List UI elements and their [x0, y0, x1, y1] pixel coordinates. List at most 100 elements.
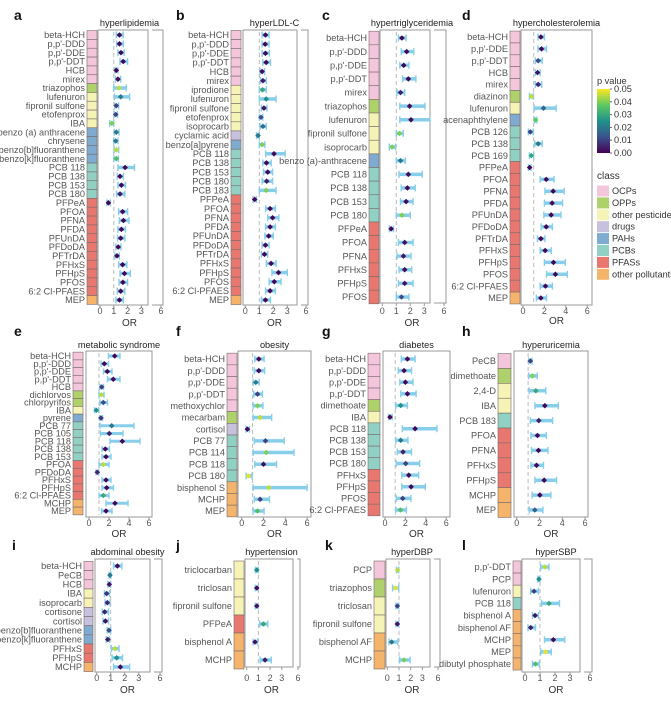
or-point — [399, 495, 406, 502]
plot-frame — [379, 29, 431, 304]
class-strip-cell — [512, 597, 522, 610]
row-iba: IBA — [481, 397, 560, 414]
class-strip-cell — [512, 633, 522, 647]
class-strip-cell — [233, 560, 245, 580]
or-point — [526, 164, 533, 171]
class-strip-cell — [497, 412, 512, 429]
or-point — [402, 460, 409, 467]
class-strip-cell — [509, 291, 521, 305]
or-point — [260, 461, 267, 468]
or-point — [116, 297, 123, 303]
class-strip-cell — [230, 158, 242, 168]
class-strip-cell — [509, 78, 521, 91]
row-label: PFHxS — [42, 475, 71, 485]
class-strip-cell — [512, 657, 522, 671]
class-swatch — [597, 233, 609, 245]
panel-title: hypertension — [245, 547, 298, 557]
or-point — [119, 438, 126, 445]
row-fipronil-sulfone: fipronil sulfone — [313, 614, 401, 634]
row-label: lufenuron — [191, 94, 229, 104]
or-point — [260, 77, 266, 84]
or-point — [550, 636, 557, 643]
class-strip-cell — [86, 145, 98, 155]
row-bisphenol-a: bisphenol A — [463, 609, 540, 622]
row-label: chrysene — [48, 136, 85, 146]
row-label: PCB 153 — [192, 167, 229, 177]
class-strip-cell — [509, 161, 521, 174]
row-label: IBA — [70, 119, 86, 129]
class-strip-cell — [86, 215, 98, 226]
row-label: IBA — [56, 405, 72, 415]
class-strip-cell — [509, 30, 521, 44]
row-label: PFUnDA — [193, 231, 230, 241]
row-label: p,p'-DDE — [471, 44, 508, 54]
or-point — [397, 507, 404, 513]
class-strip-cell — [86, 56, 98, 67]
row-6-2-cl-pfaes: 6:2 Cl-PFAES — [309, 503, 408, 517]
x-tick-label: 3 — [285, 306, 290, 316]
or-point — [257, 496, 263, 503]
row-label: mirex — [63, 74, 86, 84]
row-label: PCB 138 — [471, 139, 508, 149]
or-point — [112, 645, 118, 652]
colorbar-tick-label: 0.00 — [614, 148, 632, 158]
class-strip-cell — [226, 411, 238, 424]
or-point — [117, 94, 124, 100]
row-label: p,p'-DDE — [188, 378, 225, 388]
row-pfhxs: PFHxS — [42, 475, 112, 485]
row-pfhxs: PFHxS — [467, 457, 545, 474]
row-label: PFDoDA — [472, 222, 509, 232]
row-label: PCB 118 — [49, 163, 85, 173]
row-label: PFOA — [483, 175, 509, 185]
class-strip-cell — [230, 39, 242, 50]
or-point — [98, 391, 105, 398]
or-point — [254, 402, 261, 409]
or-point — [106, 627, 112, 634]
row-label: PFUnDA — [472, 210, 509, 220]
class-strip-cell — [226, 423, 238, 436]
row-pfos: PFOS — [342, 289, 410, 305]
class-strip-cell — [72, 506, 84, 516]
or-point — [117, 235, 124, 241]
or-point — [252, 639, 258, 645]
row-label: PFHpS — [466, 475, 496, 485]
row-hcb: HCB — [66, 66, 120, 76]
or-point — [266, 484, 272, 491]
x-axis-label: OR — [122, 318, 137, 329]
or-point — [404, 185, 411, 191]
axis-break-frame — [434, 558, 441, 668]
class-strip-cell — [367, 387, 381, 400]
or-point — [259, 141, 265, 148]
or-point — [527, 358, 534, 364]
row-label: PCB 118 — [193, 149, 229, 159]
or-point — [412, 425, 418, 432]
class-strip-cell — [509, 256, 521, 269]
or-point — [404, 356, 411, 362]
class-legend-item: drugs — [597, 221, 635, 233]
class-strip-cell — [368, 44, 380, 59]
row-label: PCB 169 — [471, 151, 508, 161]
row-label: PFPeA — [479, 163, 509, 173]
class-strip-cell — [86, 224, 98, 235]
class-strip-cell — [497, 368, 512, 384]
class-strip-cell — [72, 382, 84, 392]
row-beta-hch: beta-HCH — [325, 352, 416, 366]
row-label: methoxychlor — [170, 401, 225, 411]
row-label: PCB 138 — [34, 444, 71, 454]
row-label: PFOA — [204, 204, 230, 214]
or-point — [256, 367, 262, 374]
panel-letter: d — [462, 7, 471, 23]
row-6-2-cl-pfaes: 6:2 Cl-PFAES — [172, 285, 277, 296]
panel-title: diabetes — [399, 340, 434, 350]
x-tick-label: 3 — [422, 306, 427, 316]
x-tick-label: 2 — [552, 673, 557, 683]
or-point — [118, 49, 124, 56]
or-point — [103, 453, 109, 460]
row-label: PFHpS — [52, 653, 82, 663]
row-label: 6:2 Cl-PFAES — [172, 286, 229, 296]
class-strip-cell — [72, 452, 84, 461]
row-label: PCB 153 — [329, 447, 366, 457]
row-label: MEP — [65, 295, 85, 305]
class-strip-cell — [230, 295, 242, 305]
